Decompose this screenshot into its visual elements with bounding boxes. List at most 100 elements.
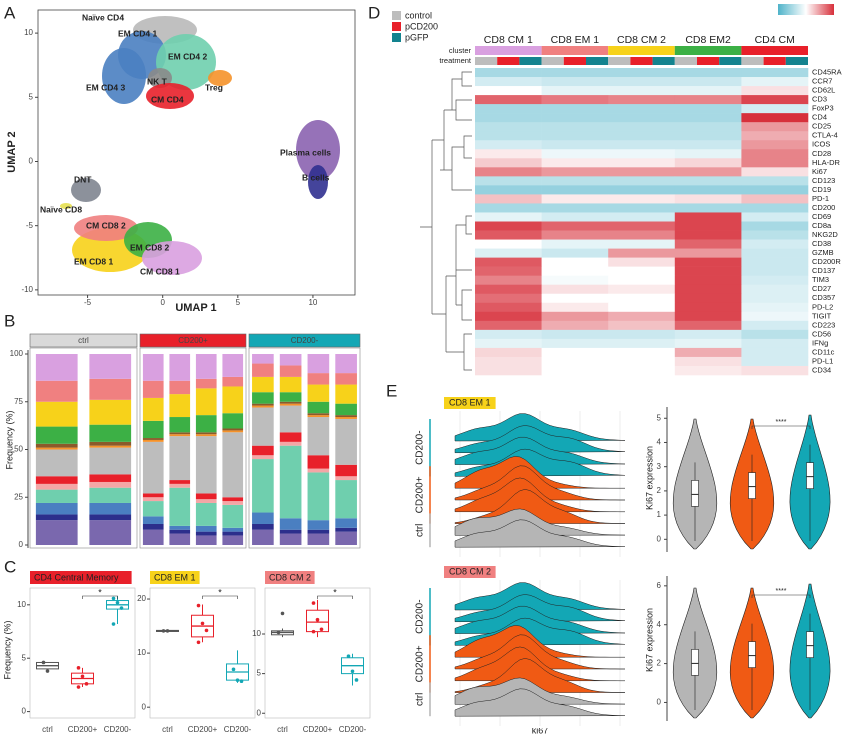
x-tick-label: 5 [236,298,241,307]
bar-segment [142,441,164,494]
heatmap-cell [475,203,542,213]
heatmap-cell [741,95,809,105]
heatmap-cell [608,194,676,204]
heatmap-cell [674,185,742,195]
bar-segment [169,480,191,484]
heatmap-cell [674,140,742,150]
x-tick-label: ctrl [162,725,173,734]
point [346,654,351,658]
bar-segment [252,407,274,446]
x-tick-label: ctrl [42,725,53,734]
ridge [454,605,626,634]
point [111,622,116,626]
bar-segment [222,497,244,502]
legend-label: pCD200 [405,21,438,31]
bar-segment [35,514,78,521]
cluster-label: Naïve CD4 [82,12,124,22]
bar-segment [169,354,191,381]
cluster-cloud [71,178,101,202]
heatmap-cell [608,77,676,87]
violin-box [748,472,756,499]
bar-segment [142,438,164,440]
heatmap-cell [608,86,676,96]
heatmap-cell [674,212,742,222]
y-tick-label: 1 [657,510,662,519]
bar-segment [222,413,244,429]
point [204,628,209,633]
marker-label: NKG2D [812,230,838,239]
bar-segment [279,518,302,530]
bar-segment [279,529,302,534]
heatmap-cell [475,347,542,358]
heatmap-cell [475,104,542,114]
heatmap-cell [608,203,676,213]
bar-segment [335,464,357,477]
bar-segment [142,529,164,545]
bar-segment [89,520,132,545]
heatmap-cell [475,239,542,249]
heatmap-cell [674,167,742,177]
marker-label: CD62L [812,86,835,95]
bar-segment [89,445,132,448]
bar-segment [35,476,78,484]
heatmap-cell [741,293,809,304]
bar-segment [169,434,191,437]
treatment-strip [719,57,742,65]
significance-bracket [202,595,238,599]
ridge [454,658,626,693]
heatmap-cell [741,194,809,204]
bar-segment [142,493,164,498]
cluster-header: CD8 CM 2 [617,34,666,46]
panel-title-bg [30,571,132,584]
heatmap-cell [608,293,676,304]
bar-segment [335,384,357,404]
heatmap-cell [741,158,809,168]
bar-segment [279,441,302,446]
heatmap-cell [674,230,742,240]
bar-segment [222,531,244,536]
panel-title: CD8 EM 1 [449,397,491,407]
ridge [454,489,626,524]
marker-label: ICOS [812,140,830,149]
significance: * [333,587,337,597]
heatmap-cell [741,248,809,258]
panel-label: B [4,311,15,330]
bar-segment [307,529,330,534]
heatmap-cell [608,347,676,358]
bar-segment [169,380,191,395]
group-label: CD200- [415,599,426,633]
violin-box [806,631,814,658]
cluster-cloud [296,120,340,180]
bar-segment [89,447,132,475]
marker-label: CD223 [812,320,835,329]
heatmap-cell [541,320,609,331]
cluster-cloud [60,203,72,209]
significance-bracket [317,595,353,599]
bar-segment [335,354,357,374]
heatmap-cell [674,320,742,331]
significance-bracket [82,595,118,599]
marker-label: CCR7 [812,77,832,86]
point [41,660,46,665]
point [311,629,316,634]
heatmap-cell [475,194,542,204]
marker-label: IFNg [812,338,828,347]
bar-segment [222,430,244,433]
ridge [454,594,626,623]
heatmap-cell [608,221,676,231]
heatmap-cell [674,302,742,313]
marker-label: GZMB [812,248,834,257]
cluster-label: Naïve CD8 [40,204,82,214]
heatmap-cell [741,131,809,141]
panel-label: D [368,3,380,22]
point [161,629,166,633]
point [76,685,81,689]
marker-label: CD19 [812,185,831,194]
bar-segment [89,514,132,521]
bar-segment [222,432,244,498]
marker-label: CD69 [812,212,831,221]
bar-segment [279,405,302,433]
panel-label: E [386,381,397,400]
bar-segment [307,401,330,414]
heatmap-cell [541,194,609,204]
